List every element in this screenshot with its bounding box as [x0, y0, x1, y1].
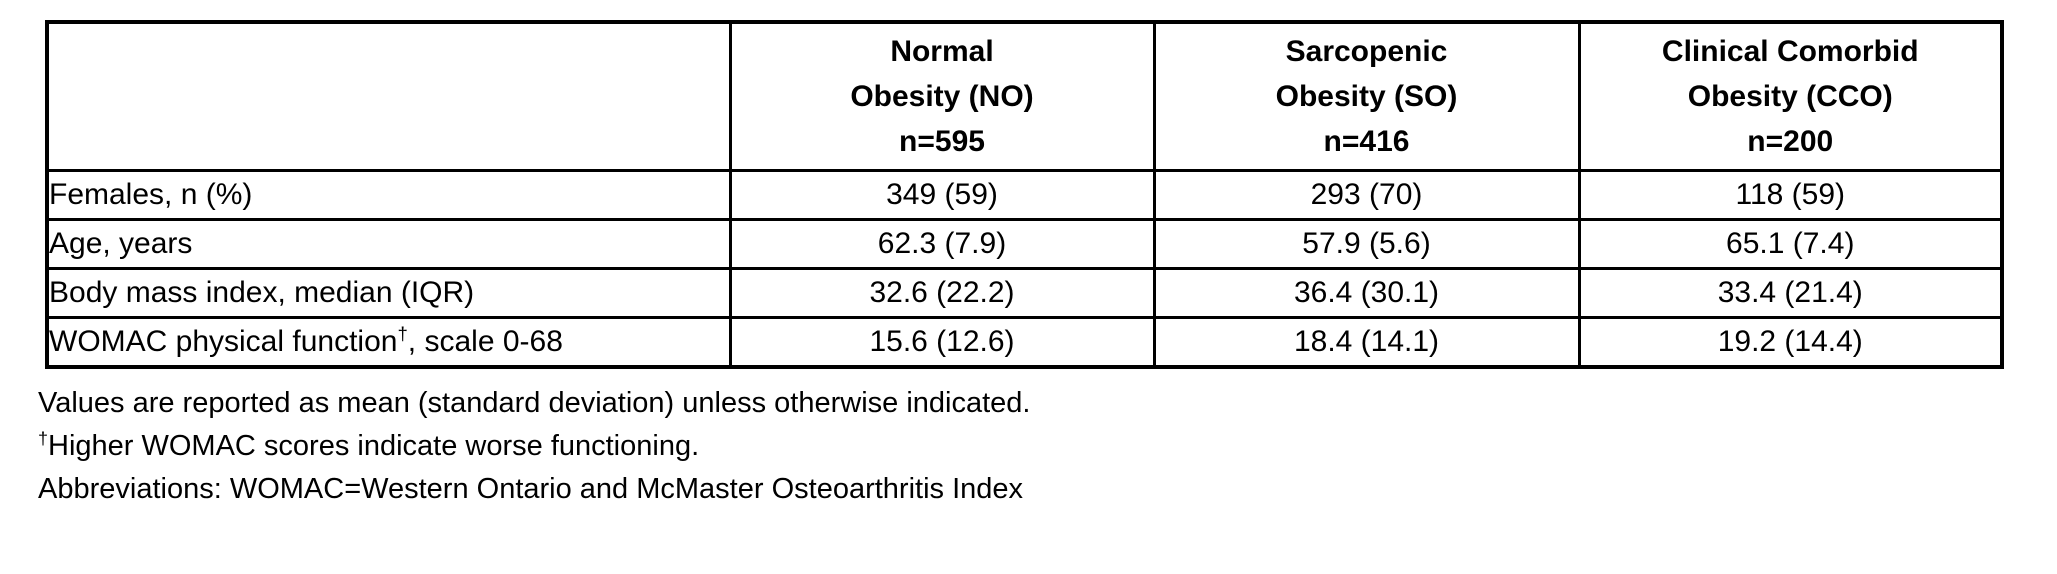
cell-bmi-no: 32.6 (22.2): [728, 267, 1156, 319]
cell-females-so: 293 (70): [1152, 169, 1581, 221]
header-line: Clinical Comorbid: [1661, 35, 1919, 68]
table-footnotes: Values are reported as mean (standard de…: [38, 382, 1030, 511]
table-corner-cell: [45, 20, 732, 172]
row-label-text: , scale 0-68: [407, 325, 563, 358]
table-header-row: Normal Obesity (NO) n=595 Sarcopenic Obe…: [45, 20, 2004, 172]
header-line: Obesity (SO): [1275, 80, 1458, 113]
row-label-text: Females, n (%): [49, 178, 253, 211]
cell-age-no: 62.3 (7.9): [728, 218, 1156, 270]
table-row-females: Females, n (%) 349 (59) 293 (70) 118 (59…: [45, 169, 2004, 221]
row-label-text: Body mass index, median (IQR): [49, 276, 475, 309]
dagger-superscript: †: [397, 323, 408, 344]
header-line: n=416: [1323, 125, 1410, 158]
footnote-abbreviations: Abbreviations: WOMAC=Western Ontario and…: [38, 473, 1024, 505]
cell-bmi-so: 36.4 (30.1): [1152, 267, 1581, 319]
cell-womac-no: 15.6 (12.6): [728, 316, 1156, 369]
row-label-text: WOMAC physical function: [49, 325, 398, 358]
column-header-sarcopenic-obesity: Sarcopenic Obesity (SO) n=416: [1152, 20, 1581, 172]
footnote-values-reported: Values are reported as mean (standard de…: [38, 387, 1031, 419]
header-line: Obesity (CCO): [1687, 80, 1893, 113]
cell-age-so: 57.9 (5.6): [1152, 218, 1581, 270]
cell-females-no: 349 (59): [728, 169, 1156, 221]
table-row-bmi: Body mass index, median (IQR) 32.6 (22.2…: [45, 267, 2004, 319]
cell-womac-so: 18.4 (14.1): [1152, 316, 1581, 369]
cell-females-cco: 118 (59): [1577, 169, 2004, 221]
footnote-text: Higher WOMAC scores indicate worse funct…: [48, 430, 700, 462]
dagger-superscript: †: [38, 428, 48, 449]
table-row-womac: WOMAC physical function†, scale 0-68 15.…: [45, 316, 2004, 369]
table-row-age: Age, years 62.3 (7.9) 57.9 (5.6) 65.1 (7…: [45, 218, 2004, 270]
cell-age-cco: 65.1 (7.4): [1577, 218, 2004, 270]
row-label-womac: WOMAC physical function†, scale 0-68: [45, 316, 732, 369]
cell-womac-cco: 19.2 (14.4): [1577, 316, 2004, 369]
column-header-clinical-comorbid-obesity: Clinical Comorbid Obesity (CCO) n=200: [1577, 20, 2004, 172]
footnote-womac-scores: †Higher WOMAC scores indicate worse func…: [38, 425, 1030, 468]
cell-bmi-cco: 33.4 (21.4): [1577, 267, 2004, 319]
row-label-females: Females, n (%): [45, 169, 732, 221]
row-label-text: Age, years: [49, 227, 193, 260]
header-line: n=595: [899, 125, 985, 158]
header-line: Sarcopenic: [1285, 35, 1448, 68]
column-header-normal-obesity: Normal Obesity (NO) n=595: [728, 20, 1156, 172]
row-label-bmi: Body mass index, median (IQR): [45, 267, 732, 319]
header-line: Normal: [890, 35, 994, 68]
row-label-age: Age, years: [45, 218, 732, 270]
obesity-groups-table: Normal Obesity (NO) n=595 Sarcopenic Obe…: [45, 20, 2004, 369]
header-line: Obesity (NO): [850, 80, 1034, 113]
header-line: n=200: [1747, 125, 1834, 158]
